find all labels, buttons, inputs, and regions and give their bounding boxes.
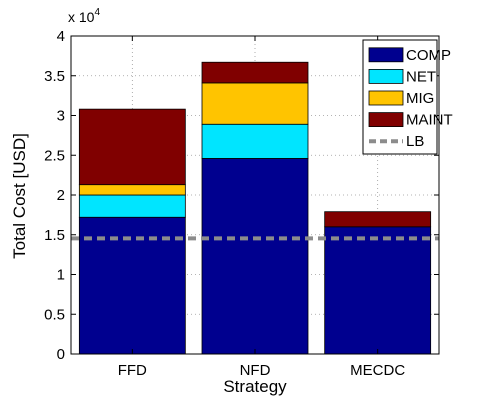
y-tick-label: 1: [57, 267, 65, 284]
legend: COMP NET MIG MAINT LB: [362, 39, 453, 155]
y-tick-label: 2: [57, 187, 65, 204]
legend-label-net: NET: [406, 68, 436, 85]
y-tick-label: 0.5: [44, 306, 65, 323]
x-axis-label: Strategy: [223, 377, 287, 396]
legend-swatch-maint: [368, 112, 404, 127]
y-tick-label: 4: [57, 28, 65, 45]
bar-segment-net: [78, 194, 186, 218]
y-tick-label: 0: [57, 346, 65, 363]
axis-ticks: [71, 35, 439, 355]
legend-label-lb: LB: [406, 133, 424, 150]
bar-segment-comp: [324, 226, 432, 355]
x-tick-label: FFD: [118, 362, 147, 379]
bar-segment-mig: [201, 82, 309, 125]
bar-segment-maint: [78, 108, 186, 186]
legend-swatch-comp: [368, 47, 404, 63]
y-tick-label: 1.5: [44, 227, 65, 244]
bar-segment-mig: [78, 184, 186, 196]
y-axis-label: Total Cost [USD]: [10, 133, 29, 259]
y-exponent-power: 4: [94, 7, 100, 18]
legend-swatch-mig: [368, 90, 404, 106]
y-tick-label: 2.5: [44, 147, 65, 164]
bar-segment-maint: [324, 211, 432, 228]
legend-label-comp: COMP: [406, 47, 451, 64]
legend-swatch-net: [368, 69, 404, 84]
bar-segment-maint: [201, 61, 309, 84]
tick-labels: 0 0.5 1 1.5 2 2.5 3 3.5 4 FFD NFD MECDC: [44, 28, 405, 379]
y-exponent-label: x 104: [68, 7, 100, 25]
legend-label-maint: MAINT: [406, 112, 453, 129]
x-tick-label: MECDC: [350, 362, 405, 379]
legend-label-mig: MIG: [406, 90, 434, 107]
x-tick-label: NFD: [240, 362, 271, 379]
y-tick-label: 3: [57, 108, 65, 125]
y-tick-label: 3.5: [44, 68, 65, 85]
y-exponent-base: x 10: [68, 9, 95, 25]
bar-segment-net: [201, 123, 309, 159]
bar-segment-comp: [201, 158, 309, 355]
